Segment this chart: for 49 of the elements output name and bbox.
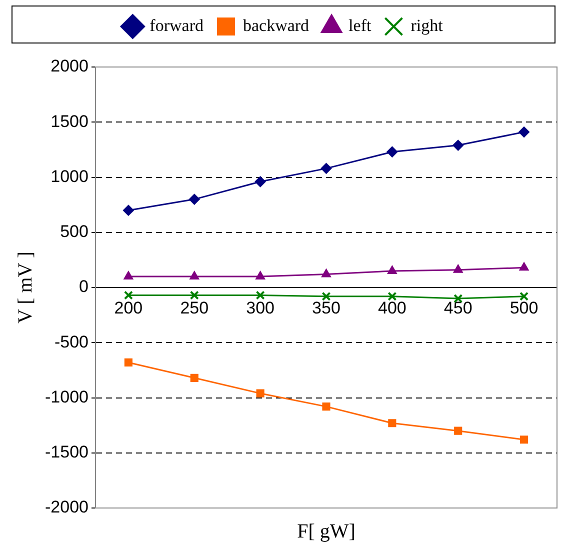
point [256, 290, 265, 300]
legend-label: left [348, 16, 372, 35]
x-axis-title: F[ gW] [297, 520, 356, 542]
y-tick-label: 1000 [50, 166, 88, 186]
y-tick-label: -500 [54, 332, 88, 352]
y-axis-title: V [ mV ] [14, 251, 36, 324]
point [452, 140, 464, 151]
x-tick-label: 300 [246, 298, 274, 318]
point [386, 146, 398, 158]
y-tick-label: -2000 [44, 498, 88, 517]
point [124, 270, 134, 280]
y-tick-label: -1500 [44, 442, 88, 462]
legend-label: backward [242, 16, 310, 35]
point [190, 270, 200, 280]
y-tick-label: -1000 [44, 387, 88, 406]
point [190, 374, 198, 382]
point [254, 176, 266, 188]
point [518, 126, 530, 138]
point [320, 162, 332, 174]
point [190, 290, 199, 300]
point [124, 290, 133, 300]
x-tick-label: 250 [180, 298, 209, 318]
point [255, 270, 266, 280]
point [388, 292, 397, 301]
point [387, 265, 397, 274]
x-tick-label: 500 [510, 298, 538, 318]
y-tick-label: 0 [79, 277, 88, 296]
y-tick-label: 1500 [50, 112, 88, 131]
x-tick-label: 450 [444, 298, 472, 318]
point [122, 204, 134, 216]
point [188, 194, 200, 205]
point [520, 292, 529, 301]
point [256, 389, 264, 398]
point [321, 268, 332, 278]
point [322, 402, 330, 411]
y-tick-label: 2000 [50, 56, 88, 76]
point [124, 358, 132, 367]
point [453, 264, 463, 273]
point [519, 262, 529, 271]
point [388, 419, 396, 428]
x-tick-label: 350 [312, 298, 340, 318]
legend-label: right [410, 16, 444, 35]
x-tick-label: 400 [378, 298, 406, 318]
point [520, 436, 528, 444]
y-tick-label: 500 [60, 222, 88, 242]
legend-label: forward [150, 16, 204, 35]
point [454, 426, 462, 435]
point [322, 292, 331, 301]
x-tick-label: 200 [114, 298, 143, 318]
